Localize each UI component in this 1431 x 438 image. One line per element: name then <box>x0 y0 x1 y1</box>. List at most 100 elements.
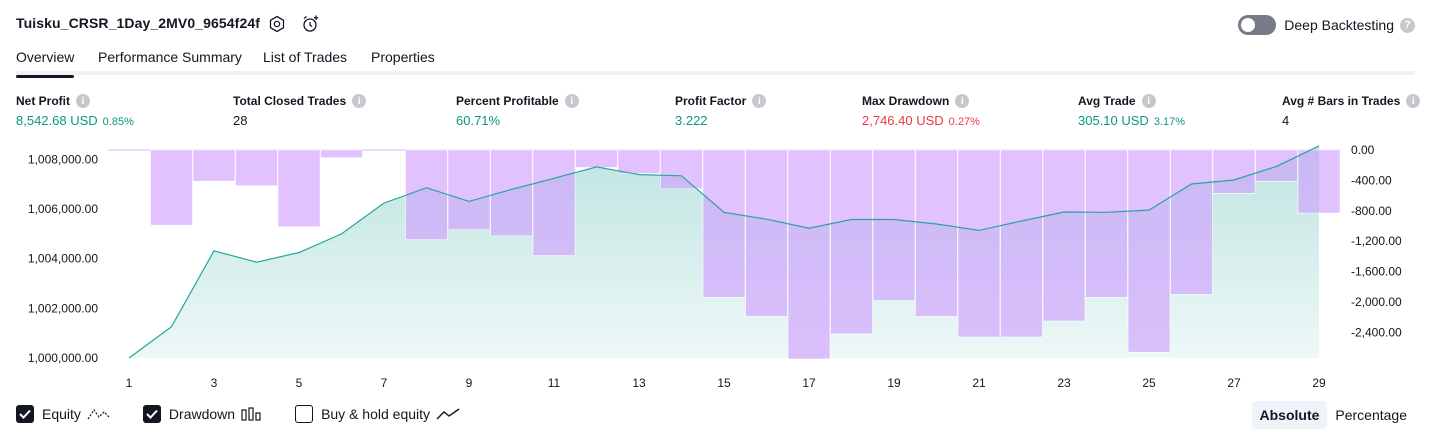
equity-drawdown-chart: 1,008,000.00 1,006,000.00 1,004,000.00 1,00… <box>28 143 1402 390</box>
info-icon[interactable]: i <box>752 94 767 108</box>
legend-equity[interactable]: Equity <box>16 405 111 423</box>
x-axis-tick-label: 29 <box>1312 376 1326 390</box>
equity-line <box>128 145 1320 359</box>
drawdown-bar <box>1297 149 1341 214</box>
x-axis-tick-label: 25 <box>1142 376 1156 390</box>
left-axis-tick-label: 1,000,000.00 <box>28 351 98 365</box>
stat-percent-profitable: Percent Profitable i 60.71% <box>456 94 579 128</box>
stat-value: 4 <box>1282 113 1290 128</box>
chart-legend: Equity Drawdown Buy & hold equity <box>16 404 492 424</box>
tab-overview[interactable]: Overview <box>16 49 75 78</box>
right-axis-tick-label: -2,400.00 <box>1351 325 1402 339</box>
stat-label: Percent Profitable <box>456 94 559 108</box>
stat-net-profit: Net Profit i 8,542.68 USD 0.85% <box>16 94 134 128</box>
drawdown-bar <box>617 149 661 174</box>
drawdown-bar <box>830 149 873 335</box>
deep-backtesting-toggle[interactable] <box>1238 15 1277 35</box>
right-axis-tick-label: -1,600.00 <box>1351 265 1402 279</box>
stat-value: 2,746.40 USD <box>862 113 944 128</box>
scale-mode-switch: Absolute Percentage <box>1251 401 1416 429</box>
stat-value: 3.222 <box>675 113 708 128</box>
drawdown-bar <box>320 149 363 158</box>
stat-label: Max Drawdown <box>862 94 950 108</box>
left-axis-tick-label: 1,008,000.00 <box>28 152 98 166</box>
right-axis-tick-label: -800.00 <box>1351 204 1392 218</box>
x-axis-tick-label: 23 <box>1057 376 1071 390</box>
alarm-clock-add-icon[interactable] <box>300 13 322 35</box>
x-axis-tick-label: 1 <box>126 376 133 390</box>
settings-hex-icon[interactable] <box>266 13 288 35</box>
drawdown-bar <box>660 149 703 190</box>
stat-value: 305.10 USD <box>1078 113 1149 128</box>
drawdown-bar <box>1212 149 1256 194</box>
toggle-knob <box>1241 18 1256 32</box>
drawdown-bar <box>447 149 491 231</box>
drawdown-bar <box>1000 149 1043 338</box>
drawdown-bar <box>745 149 788 317</box>
checkbox-unchecked-icon[interactable] <box>295 405 314 423</box>
info-icon[interactable]: i <box>1141 94 1156 108</box>
stat-label: Total Closed Trades <box>233 94 347 108</box>
legend-label: Drawdown <box>168 406 236 422</box>
info-icon[interactable]: i <box>1406 94 1421 108</box>
legend-label: Buy & hold equity <box>321 406 431 422</box>
right-axis-tick-label: 0.00 <box>1351 143 1375 157</box>
x-axis-tick-label: 5 <box>296 376 303 390</box>
drawdown-bar <box>1170 149 1213 295</box>
strategy-title: Tuisku_CRSR_1Day_2MV0_9654f24f <box>16 15 260 31</box>
left-axis-tick-label: 1,006,000.00 <box>28 202 98 216</box>
info-icon[interactable]: i <box>352 94 367 108</box>
stat-percent: 0.85% <box>102 116 134 128</box>
buy-hold-line-icon <box>436 407 460 421</box>
stat-percent: 3.17% <box>1153 116 1186 128</box>
x-axis-tick-label: 3 <box>211 376 218 390</box>
drawdown-bar <box>957 149 1001 338</box>
stat-max-drawdown: Max Drawdown i 2,746.40 USD 0.27% <box>862 94 980 128</box>
report-tabs: Overview Performance Summary List of Tra… <box>16 47 1415 78</box>
x-axis-tick-label: 13 <box>632 376 646 390</box>
stat-value: 60.71% <box>456 113 501 128</box>
drawdown-bar <box>787 149 831 360</box>
stat-label: Net Profit <box>16 94 70 108</box>
tab-list-of-trades[interactable]: List of Trades <box>263 49 348 65</box>
checkbox-checked-icon[interactable] <box>142 405 161 423</box>
stat-value: 8,542.68 USD <box>16 113 98 128</box>
deep-backtesting-label: Deep Backtesting <box>1284 17 1394 33</box>
stat-total-closed-trades: Total Closed Trades i 28 <box>233 94 367 128</box>
drawdown-bar <box>192 149 236 182</box>
tab-properties[interactable]: Properties <box>371 49 435 65</box>
x-axis-tick-label: 19 <box>887 376 901 390</box>
checkbox-checked-icon[interactable] <box>16 405 34 423</box>
right-axis-tick-label: -2,000.00 <box>1351 295 1402 309</box>
stats-bar: Net Profit i 8,542.68 USD 0.85% Total Clos… <box>16 94 1421 130</box>
stat-label: Avg Trade <box>1078 94 1136 108</box>
legend-drawdown[interactable]: Drawdown <box>142 405 263 423</box>
drawdown-bar <box>575 149 618 168</box>
legend-label: Equity <box>42 406 81 422</box>
absolute-mode-button[interactable]: Absolute <box>1251 401 1328 429</box>
drawdown-bar <box>150 149 193 226</box>
tab-performance-summary[interactable]: Performance Summary <box>98 49 242 65</box>
stat-profit-factor: Profit Factor i 3.222 <box>675 94 767 128</box>
deep-backtesting-toggle-group: Deep Backtesting ? <box>1238 14 1415 36</box>
info-icon[interactable]: i <box>955 94 970 108</box>
info-icon[interactable]: i <box>564 94 579 108</box>
legend-buy-hold-equity[interactable]: Buy & hold equity <box>295 405 460 423</box>
right-axis-tick-label: -1,200.00 <box>1351 234 1402 248</box>
drawdown-bar <box>532 149 576 256</box>
x-axis-tick-label: 27 <box>1227 376 1241 390</box>
info-icon[interactable]: i <box>76 94 90 108</box>
report-header: Tuisku_CRSR_1Day_2MV0_9654f24f Deep Back… <box>16 10 1415 38</box>
drawdown-bar <box>872 149 916 301</box>
help-icon[interactable]: ? <box>1400 17 1415 33</box>
x-axis-tick-label: 17 <box>802 376 816 390</box>
percentage-mode-button[interactable]: Percentage <box>1335 407 1407 423</box>
stat-label: Avg # Bars in Trades <box>1282 94 1401 108</box>
drawdown-bar <box>1255 149 1298 182</box>
x-axis-tick-label: 7 <box>381 376 388 390</box>
drawdown-bar <box>1085 149 1128 298</box>
left-axis-tick-label: 1,004,000.00 <box>28 252 98 266</box>
x-axis-tick-label: 15 <box>717 376 731 390</box>
drawdown-bar <box>235 149 278 187</box>
left-axis-tick-label: 1,002,000.00 <box>28 301 98 315</box>
